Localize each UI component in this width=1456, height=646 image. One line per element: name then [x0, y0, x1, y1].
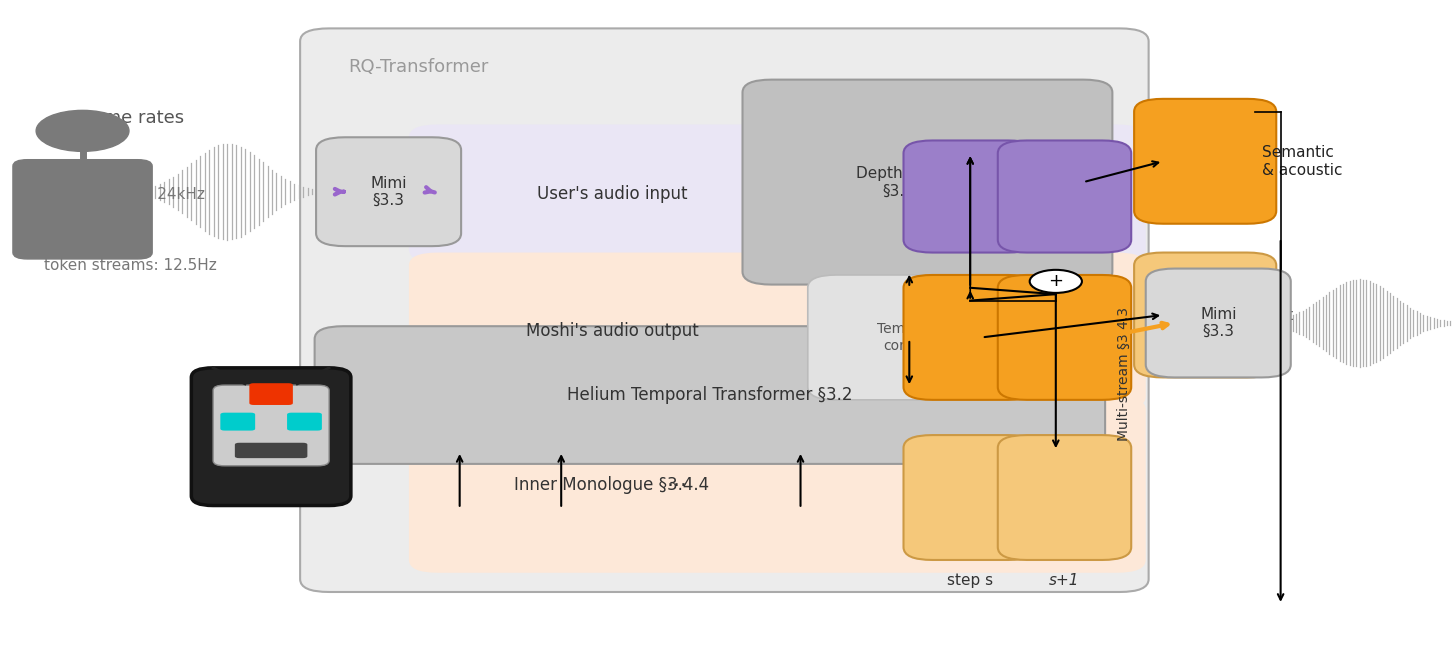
Text: s+1: s+1: [1050, 573, 1080, 588]
Text: Multi-stream §3.4.3: Multi-stream §3.4.3: [1117, 307, 1131, 441]
FancyBboxPatch shape: [314, 326, 1105, 464]
FancyBboxPatch shape: [287, 413, 322, 431]
Text: Helium Temporal Transformer §3.2: Helium Temporal Transformer §3.2: [568, 386, 853, 404]
FancyBboxPatch shape: [249, 383, 293, 405]
FancyBboxPatch shape: [409, 125, 1146, 262]
FancyBboxPatch shape: [1134, 99, 1277, 224]
FancyBboxPatch shape: [904, 140, 1037, 253]
FancyBboxPatch shape: [1146, 269, 1291, 377]
Text: token streams: 12.5Hz: token streams: 12.5Hz: [44, 258, 217, 273]
Text: User's audio input: User's audio input: [537, 185, 687, 203]
FancyBboxPatch shape: [997, 275, 1131, 400]
FancyBboxPatch shape: [1134, 253, 1277, 377]
Text: Frame rates: Frame rates: [76, 109, 185, 127]
Text: Temporal
context: Temporal context: [878, 322, 941, 353]
FancyBboxPatch shape: [234, 443, 307, 458]
Text: Depth Transformer
§3.4.1-3.4.2: Depth Transformer §3.4.1-3.4.2: [856, 166, 999, 198]
FancyBboxPatch shape: [743, 79, 1112, 285]
Text: Mimi
§3.3: Mimi §3.3: [1200, 307, 1236, 339]
FancyBboxPatch shape: [191, 368, 351, 506]
Text: Moshi's audio output: Moshi's audio output: [526, 322, 699, 340]
FancyBboxPatch shape: [213, 385, 329, 466]
FancyBboxPatch shape: [220, 413, 255, 431]
FancyBboxPatch shape: [316, 137, 462, 246]
Text: ...: ...: [667, 470, 687, 490]
FancyBboxPatch shape: [13, 160, 153, 259]
Text: Inner Monologue §3.4.4: Inner Monologue §3.4.4: [514, 476, 709, 494]
FancyBboxPatch shape: [409, 253, 1146, 410]
Text: +: +: [1048, 273, 1063, 290]
FancyBboxPatch shape: [997, 435, 1131, 560]
FancyBboxPatch shape: [808, 275, 1010, 400]
Circle shape: [1029, 270, 1082, 293]
Text: Semantic
& acoustic: Semantic & acoustic: [1262, 145, 1342, 178]
Text: Text: Text: [1262, 307, 1293, 323]
Text: Mimi
§3.3: Mimi §3.3: [370, 176, 406, 208]
FancyBboxPatch shape: [904, 435, 1037, 560]
FancyBboxPatch shape: [997, 140, 1131, 253]
FancyBboxPatch shape: [904, 275, 1037, 400]
FancyBboxPatch shape: [409, 397, 1146, 573]
Text: step s: step s: [948, 573, 993, 588]
FancyBboxPatch shape: [300, 28, 1149, 592]
Text: audio in/out: 24kHz: audio in/out: 24kHz: [55, 187, 205, 202]
Circle shape: [36, 110, 130, 151]
Text: RQ-Transformer: RQ-Transformer: [348, 58, 488, 76]
